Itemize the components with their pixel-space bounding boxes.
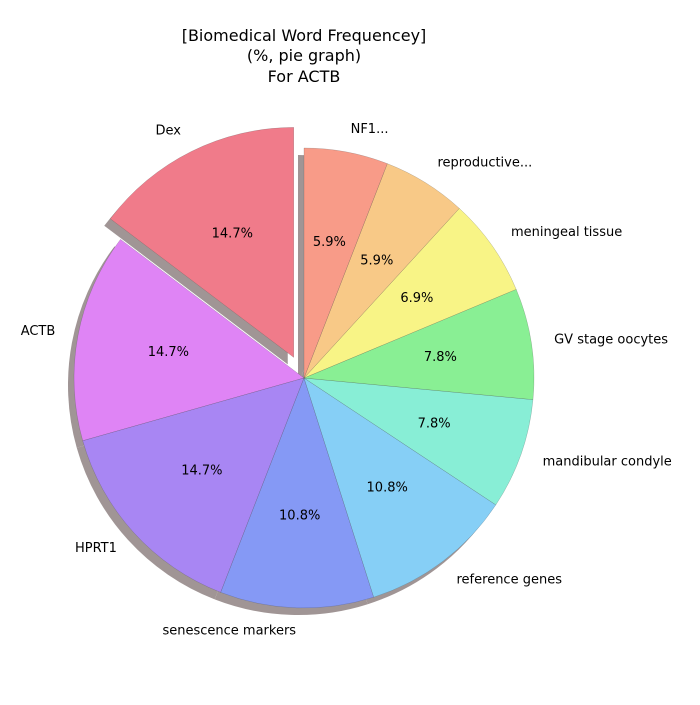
pct-label-nf1: 5.9% — [313, 235, 346, 250]
pie-slice-reproductive — [303, 163, 460, 379]
slice-label-dex: Dex — [156, 123, 182, 138]
slice-label-senescence-markers: senescence markers — [162, 623, 296, 638]
pct-label-reference-genes: 10.8% — [367, 481, 408, 496]
slice-label-actb: ACTB — [21, 324, 56, 339]
pie-slice-gv-stage-oocytes — [303, 288, 535, 400]
pie-slice-dex — [109, 127, 295, 358]
pie-slice-reference-genes — [303, 377, 497, 598]
slice-label-mandibular-condyle: mandibular condyle — [543, 455, 672, 470]
pie-slice-hprt1 — [82, 377, 305, 593]
slice-layer — [73, 127, 535, 609]
slice-label-reproductive: reproductive... — [438, 156, 533, 171]
pct-label-dex: 14.7% — [212, 226, 253, 241]
pct-label-mandibular-condyle: 7.8% — [418, 416, 451, 431]
title-line-3: For ACTB — [268, 67, 341, 86]
slice-label-reference-genes: reference genes — [457, 572, 563, 587]
label-layer: Dex 14.7% ACTB 14.7% HPRT1 14.7% senescence ma… — [21, 122, 672, 639]
slice-label-gv-stage-oocytes: GV stage oocytes — [554, 333, 668, 348]
pie-slice-actb — [73, 238, 305, 442]
pie-slice-nf1 — [303, 147, 388, 379]
pie-slice-senescence-markers — [220, 377, 375, 609]
pie-slice-meningeal-tissue — [303, 208, 517, 379]
slice-label-meningeal-tissue: meningeal tissue — [511, 225, 622, 240]
pct-label-gv-stage-oocytes: 7.8% — [424, 350, 457, 365]
title-line-1: [Biomedical Word Frequencey] — [182, 26, 427, 45]
pct-label-senescence-markers: 10.8% — [279, 508, 320, 523]
pct-label-meningeal-tissue: 6.9% — [400, 291, 433, 306]
chart-title: [Biomedical Word Frequencey] (%, pie gra… — [182, 26, 427, 86]
slice-label-nf1: NF1... — [351, 122, 389, 137]
title-line-2: (%, pie graph) — [247, 46, 361, 65]
pct-label-hprt1: 14.7% — [181, 463, 222, 478]
pct-label-reproductive: 5.9% — [360, 253, 393, 268]
slice-label-hprt1: HPRT1 — [75, 541, 117, 556]
pie-slice-mandibular-condyle — [303, 377, 534, 506]
pct-label-actb: 14.7% — [148, 345, 189, 360]
